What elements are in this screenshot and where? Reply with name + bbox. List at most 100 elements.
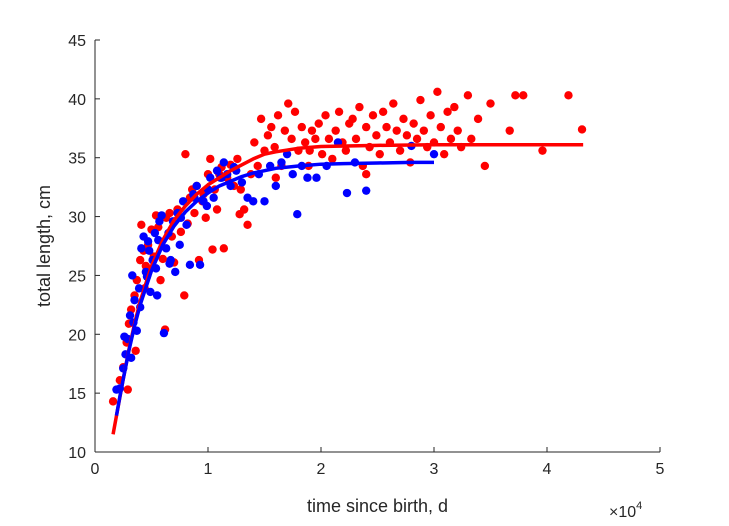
data-point [192,181,201,191]
data-point [219,244,229,253]
data-point [145,246,154,255]
data-point [157,211,166,220]
data-point [243,220,252,230]
data-point [120,332,129,341]
data-point [382,122,391,132]
data-point [202,201,212,211]
x-tick-label: 3 [430,461,439,478]
data-point [362,122,371,132]
data-point [219,158,229,167]
data-point [342,188,352,198]
data-point [175,240,184,250]
data-point [311,134,320,144]
data-point [368,111,378,120]
y-tick-label: 10 [68,445,86,462]
data-point [159,328,169,338]
data-point [412,134,422,144]
data-point [446,134,456,144]
data-point [426,111,435,120]
data-point [206,173,215,182]
data-point [463,91,473,100]
x-ticks: 0 1 2 3 4 5 [91,447,665,478]
data-point [253,161,262,171]
data-point [392,126,401,135]
data-point [372,131,381,140]
x-tick-label: 0 [91,461,100,478]
data-point [128,271,137,280]
data-point [263,131,273,140]
data-point [519,91,528,100]
data-point [250,138,259,147]
data-point [141,261,151,271]
data-point [341,146,351,155]
data-point [362,186,371,195]
y-tick-label: 30 [68,210,86,227]
data-point [429,149,439,159]
data-point [331,126,340,135]
data-point [314,119,323,128]
data-point [284,99,293,108]
data-point [511,91,520,100]
data-point [324,134,334,144]
data-point [399,114,408,124]
data-point [233,154,242,164]
data-point [270,142,279,152]
data-point [137,220,146,230]
data-point [362,169,371,179]
data-point [273,111,283,120]
data-point [178,197,188,206]
data-point [402,131,412,140]
data-point [288,169,297,179]
data-point [355,102,364,112]
data-point [433,87,442,96]
scatter-points [108,87,587,406]
data-point [303,173,312,182]
fit-curves [111,143,584,435]
data-point [152,291,162,300]
data-point [419,126,429,135]
data-point [134,284,144,293]
data-point [150,228,160,238]
data-point [256,114,266,124]
data-point [158,254,167,264]
data-point [236,185,245,194]
data-point [260,197,269,206]
data-point [271,181,280,191]
data-point [348,114,357,124]
data-point [395,146,405,155]
y-ticks: 10 15 20 25 30 35 40 45 [68,33,100,462]
data-point [564,91,573,100]
data-point [171,267,180,277]
data-point [334,107,344,117]
data-point [409,119,418,128]
data-point [212,205,222,214]
data-point [181,149,190,159]
x-exponent-base: ×10 [609,504,636,521]
x-axis-exponent: ×104 [609,500,642,521]
y-tick-label: 25 [68,268,86,285]
data-point [165,259,174,268]
data-point [280,126,290,135]
data-point [267,122,276,132]
data-point [195,260,205,270]
data-point [290,107,300,117]
data-point [130,295,139,305]
data-point [351,134,361,144]
data-point [136,255,145,265]
data-point [131,346,140,355]
fit-curve [111,143,584,435]
data-point [317,149,327,159]
data-point [389,99,398,108]
fit-curve [114,160,434,416]
data-point [123,385,132,394]
y-tick-label: 20 [68,327,86,344]
x-tick-label: 1 [204,461,213,478]
data-point [378,107,388,117]
data-point [161,244,171,253]
y-tick-label: 40 [68,92,86,109]
data-point [439,149,449,159]
x-exponent-power: 4 [636,500,642,512]
data-point [480,161,490,171]
data-point [271,173,280,182]
